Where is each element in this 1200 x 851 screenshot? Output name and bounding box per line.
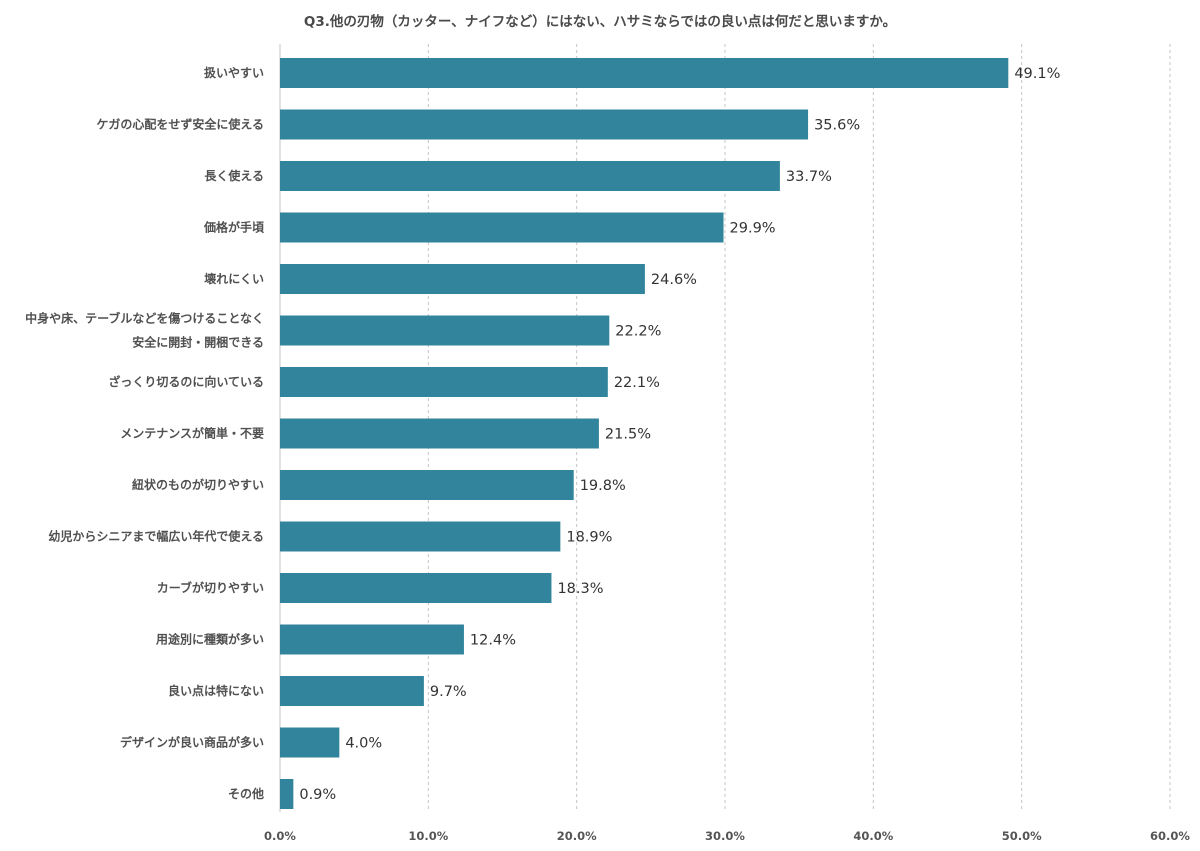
bar: [280, 573, 552, 603]
bar-value-label: 21.5%: [605, 427, 651, 443]
category-label: ざっくり切るのに向いている: [108, 374, 264, 389]
category-label: 壊れにくい: [204, 271, 264, 286]
bar-value-label: 33.7%: [786, 169, 832, 185]
x-tick-label: 20.0%: [557, 829, 597, 843]
bar-value-label: 22.2%: [615, 324, 661, 340]
category-label: 用途別に種類が多い: [155, 632, 264, 647]
bar: [280, 367, 608, 397]
category-label: 安全に開封・開梱できる: [132, 335, 264, 350]
bar-value-label: 18.3%: [557, 581, 603, 597]
bar-value-label: 29.9%: [730, 221, 776, 237]
bar-value-label: 9.7%: [430, 684, 467, 700]
bar: [280, 470, 574, 500]
bar-value-label: 4.0%: [345, 736, 382, 752]
x-tick-label: 40.0%: [853, 829, 893, 843]
bar-value-label: 49.1%: [1014, 66, 1060, 82]
bar: [280, 624, 464, 655]
x-tick-label: 30.0%: [705, 829, 745, 843]
category-label: 中身や床、テーブルなどを傷つけることなく: [25, 311, 264, 326]
category-label: デザインが良い商品が多い: [120, 735, 264, 750]
category-label: 価格が手頃: [203, 220, 265, 235]
x-tick-label: 0.0%: [264, 829, 296, 843]
bar: [280, 727, 340, 758]
category-label: ケガの心配をせず安全に使える: [96, 117, 264, 132]
bar: [280, 676, 424, 706]
category-label: カーブが切りやすい: [157, 580, 264, 595]
bar: [280, 779, 294, 809]
x-tick-label: 50.0%: [1002, 829, 1042, 843]
x-tick-label: 10.0%: [408, 829, 448, 843]
bar: [280, 58, 1009, 88]
bar: [280, 264, 645, 294]
bar-value-label: 22.1%: [614, 375, 660, 391]
bar-value-label: 12.4%: [470, 633, 516, 649]
category-label: 長く使える: [204, 168, 264, 183]
bar-value-label: 0.9%: [299, 787, 336, 803]
category-label: メンテナンスが簡単・不要: [120, 426, 264, 441]
chart-title: Q3.他の刃物（カッター、ナイフなど）にはない、ハサミならではの良い点は何だと思…: [303, 14, 897, 30]
category-label: 良い点は特にない: [168, 683, 264, 698]
bar: [280, 212, 724, 243]
category-label: 紐状のものが切りやすい: [132, 477, 264, 492]
bar-value-label: 35.6%: [814, 118, 860, 134]
bar: [280, 418, 599, 449]
bar: [280, 521, 561, 552]
bar: [280, 109, 809, 140]
bar: [280, 161, 780, 191]
bar-value-label: 18.9%: [566, 530, 612, 546]
bar-value-label: 24.6%: [651, 272, 697, 288]
category-label: 扱いやすい: [204, 65, 264, 80]
category-label: 幼児からシニアまで幅広い年代で使える: [48, 529, 264, 544]
x-tick-label: 60.0%: [1150, 829, 1190, 843]
bar-value-label: 19.8%: [580, 478, 626, 494]
category-label: その他: [228, 786, 264, 801]
bar: [280, 315, 610, 346]
